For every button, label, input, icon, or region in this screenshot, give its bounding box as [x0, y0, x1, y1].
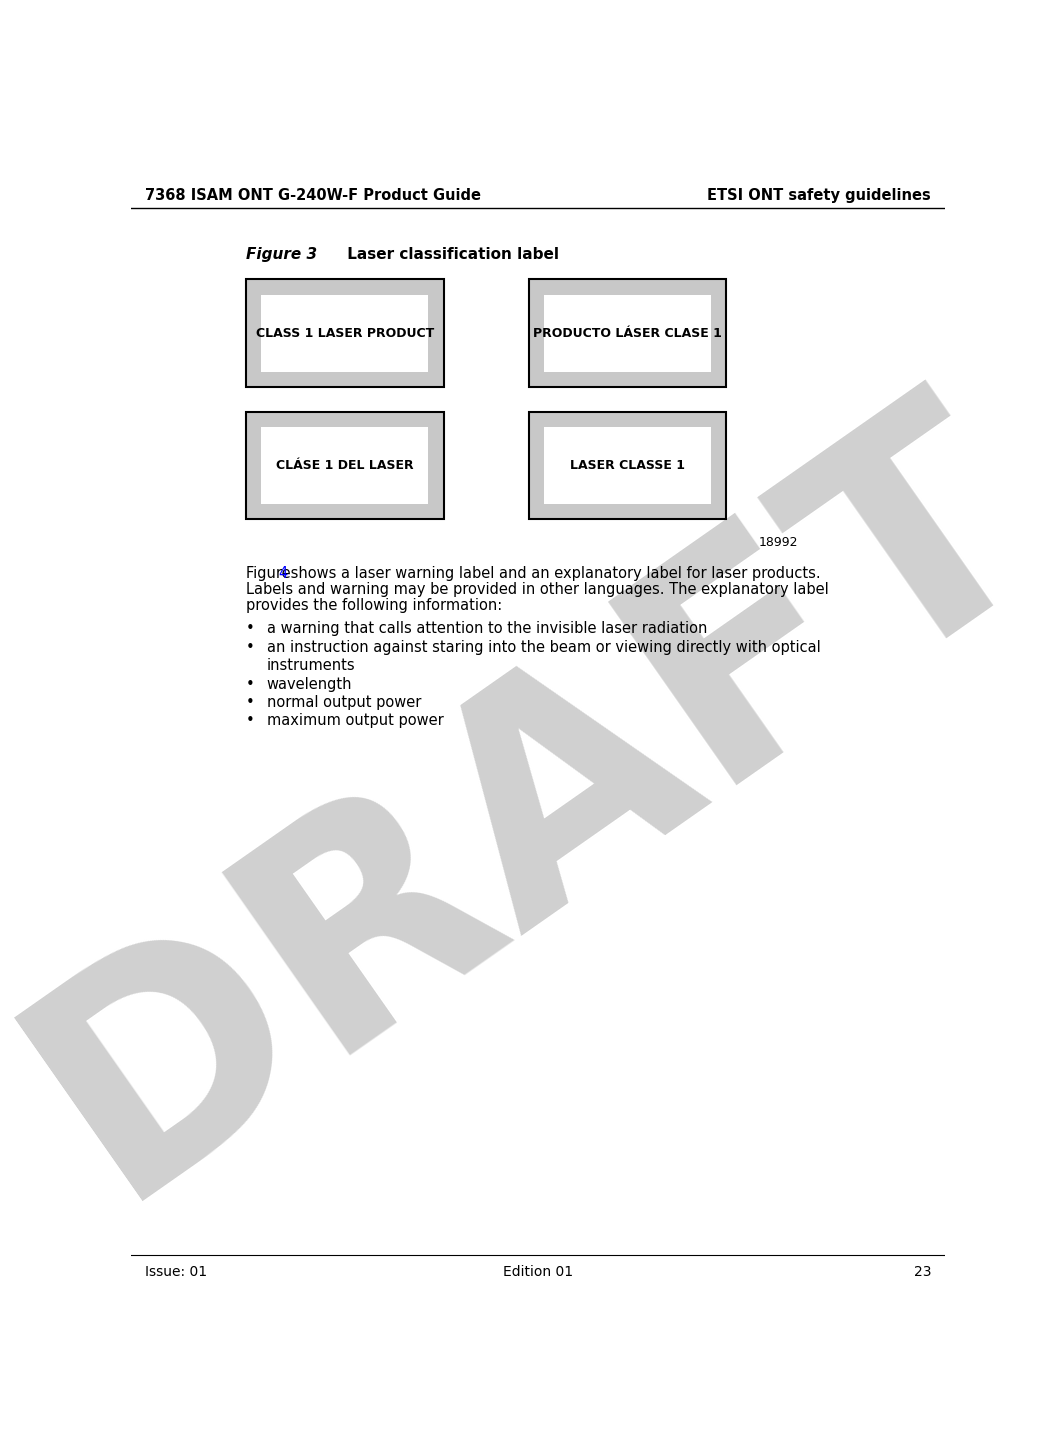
Text: a warning that calls attention to the invisible laser radiation: a warning that calls attention to the in…: [267, 621, 708, 635]
Bar: [544, 294, 711, 372]
Bar: [529, 280, 727, 388]
Bar: [261, 427, 428, 504]
Text: Labels and warning may be provided in other languages. The explanatory label: Labels and warning may be provided in ot…: [246, 582, 828, 597]
Bar: [246, 280, 443, 388]
Text: shows a laser warning label and an explanatory label for laser products.: shows a laser warning label and an expla…: [287, 566, 821, 581]
Text: ETSI ONT safety guidelines: ETSI ONT safety guidelines: [708, 189, 931, 203]
Bar: [529, 412, 727, 519]
Text: LASER CLASSE 1: LASER CLASSE 1: [570, 460, 686, 473]
Text: CLASS 1 LASER PRODUCT: CLASS 1 LASER PRODUCT: [255, 327, 434, 340]
Text: Figure: Figure: [246, 566, 295, 581]
Text: •: •: [246, 640, 255, 654]
Text: •: •: [246, 621, 255, 635]
Text: Edition 01: Edition 01: [503, 1265, 573, 1278]
Text: 23: 23: [914, 1265, 931, 1278]
Text: 4: 4: [278, 566, 288, 581]
Bar: [544, 427, 711, 504]
Text: normal output power: normal output power: [267, 695, 421, 710]
Text: 18992: 18992: [759, 536, 798, 549]
Text: CLÁSE 1 DEL LASER: CLÁSE 1 DEL LASER: [276, 460, 414, 473]
Bar: [246, 412, 443, 519]
Bar: [261, 294, 428, 372]
Text: wavelength: wavelength: [267, 676, 353, 692]
Text: instruments: instruments: [267, 659, 356, 673]
Bar: [529, 412, 727, 519]
Text: Laser classification label: Laser classification label: [321, 246, 559, 262]
Text: •: •: [246, 713, 255, 729]
Bar: [246, 412, 443, 519]
Text: provides the following information:: provides the following information:: [246, 598, 502, 612]
Bar: [529, 280, 727, 388]
Text: an instruction against staring into the beam or viewing directly with optical: an instruction against staring into the …: [267, 640, 821, 654]
Text: 7368 ISAM ONT G-240W-F Product Guide: 7368 ISAM ONT G-240W-F Product Guide: [145, 189, 481, 203]
Text: Figure 3: Figure 3: [246, 246, 317, 262]
Text: •: •: [246, 676, 255, 692]
Text: DRAFT: DRAFT: [0, 354, 1050, 1254]
Text: maximum output power: maximum output power: [267, 713, 443, 729]
Text: PRODUCTO LÁSER CLASE 1: PRODUCTO LÁSER CLASE 1: [533, 327, 722, 340]
Text: •: •: [246, 695, 255, 710]
Text: Issue: 01: Issue: 01: [145, 1265, 207, 1278]
Bar: [246, 280, 443, 388]
